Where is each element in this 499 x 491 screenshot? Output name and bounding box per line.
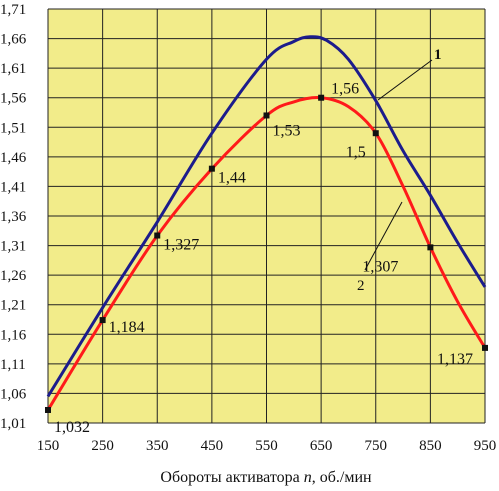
data-label: 1,56: [331, 81, 359, 98]
y-tick-label: 1,31: [0, 239, 26, 255]
y-tick-label: 1,46: [0, 150, 27, 166]
y-tick-label: 1,26: [0, 268, 27, 284]
y-tick-label: 1,51: [0, 120, 26, 136]
data-marker: [45, 406, 51, 413]
x-axis-title-var: n: [304, 469, 312, 486]
x-axis-title-pre: Обороты активатора: [160, 469, 303, 486]
data-marker: [208, 165, 215, 172]
y-tick-label: 1,06: [0, 386, 27, 402]
x-tick-label: 250: [91, 438, 114, 454]
y-tick-label: 1,71: [0, 2, 26, 18]
curve-leader-lines: [364, 59, 433, 271]
series-line-1: [46, 35, 487, 398]
data-label: 1,307: [362, 258, 398, 275]
data-marker: [154, 232, 161, 239]
data-marker: [482, 344, 488, 351]
y-tick-label: 1,01: [0, 416, 26, 432]
data-marker: [318, 94, 325, 101]
x-tick-label: 950: [474, 438, 497, 454]
curve-label-1: 1: [434, 47, 442, 63]
grid: [47, 8, 486, 424]
y-tick-label: 1,21: [0, 298, 26, 314]
curve-labels: 1 2: [357, 47, 442, 294]
x-tick-label: 850: [419, 438, 442, 454]
x-tick-label: 350: [146, 438, 169, 454]
data-label: 1,44: [218, 170, 246, 187]
y-tick-label: 1,16: [0, 327, 27, 343]
data-markers: [45, 94, 488, 413]
x-axis-ticks: 150 250 350 450 550 650 750 850 950: [37, 438, 497, 454]
x-tick-label: 750: [365, 438, 388, 454]
data-marker: [372, 130, 379, 137]
series-line-2: [46, 96, 487, 411]
y-axis-ticks: 1,01 1,06 1,11 1,16 1,21 1,26 1,31 1,36 1,41 1,46…: [0, 2, 27, 432]
x-axis-title-post: , об./мин: [312, 469, 372, 486]
data-label: 1,53: [273, 122, 301, 139]
x-tick-label: 450: [201, 438, 224, 454]
x-tick-label: 150: [37, 438, 60, 454]
data-label: 1,184: [109, 319, 145, 336]
series-group: [46, 35, 487, 411]
y-tick-label: 1,36: [0, 209, 27, 225]
data-label: 1,5: [346, 144, 366, 161]
data-labels: 1,032 1,184 1,327 1,44 1,53 1,56 1,5 1,307 1,137: [54, 81, 473, 436]
data-label: 1,032: [54, 419, 90, 436]
y-tick-label: 1,41: [0, 179, 26, 195]
y-tick-label: 1,66: [0, 32, 27, 48]
curve-label-2: 2: [357, 278, 365, 294]
y-tick-label: 1,11: [0, 357, 26, 373]
leader-line-1: [377, 59, 433, 101]
data-marker: [263, 112, 270, 119]
data-label: 1,137: [437, 351, 473, 368]
leader-line-2: [364, 201, 403, 271]
x-tick-label: 650: [310, 438, 333, 454]
data-label: 1,327: [163, 237, 199, 254]
data-marker: [427, 244, 434, 251]
x-tick-label: 550: [255, 438, 278, 454]
y-tick-label: 1,61: [0, 61, 26, 77]
data-marker: [99, 317, 106, 324]
y-tick-label: 1,56: [0, 91, 27, 107]
x-axis-title: Обороты активатора n, об./мин: [160, 469, 372, 486]
